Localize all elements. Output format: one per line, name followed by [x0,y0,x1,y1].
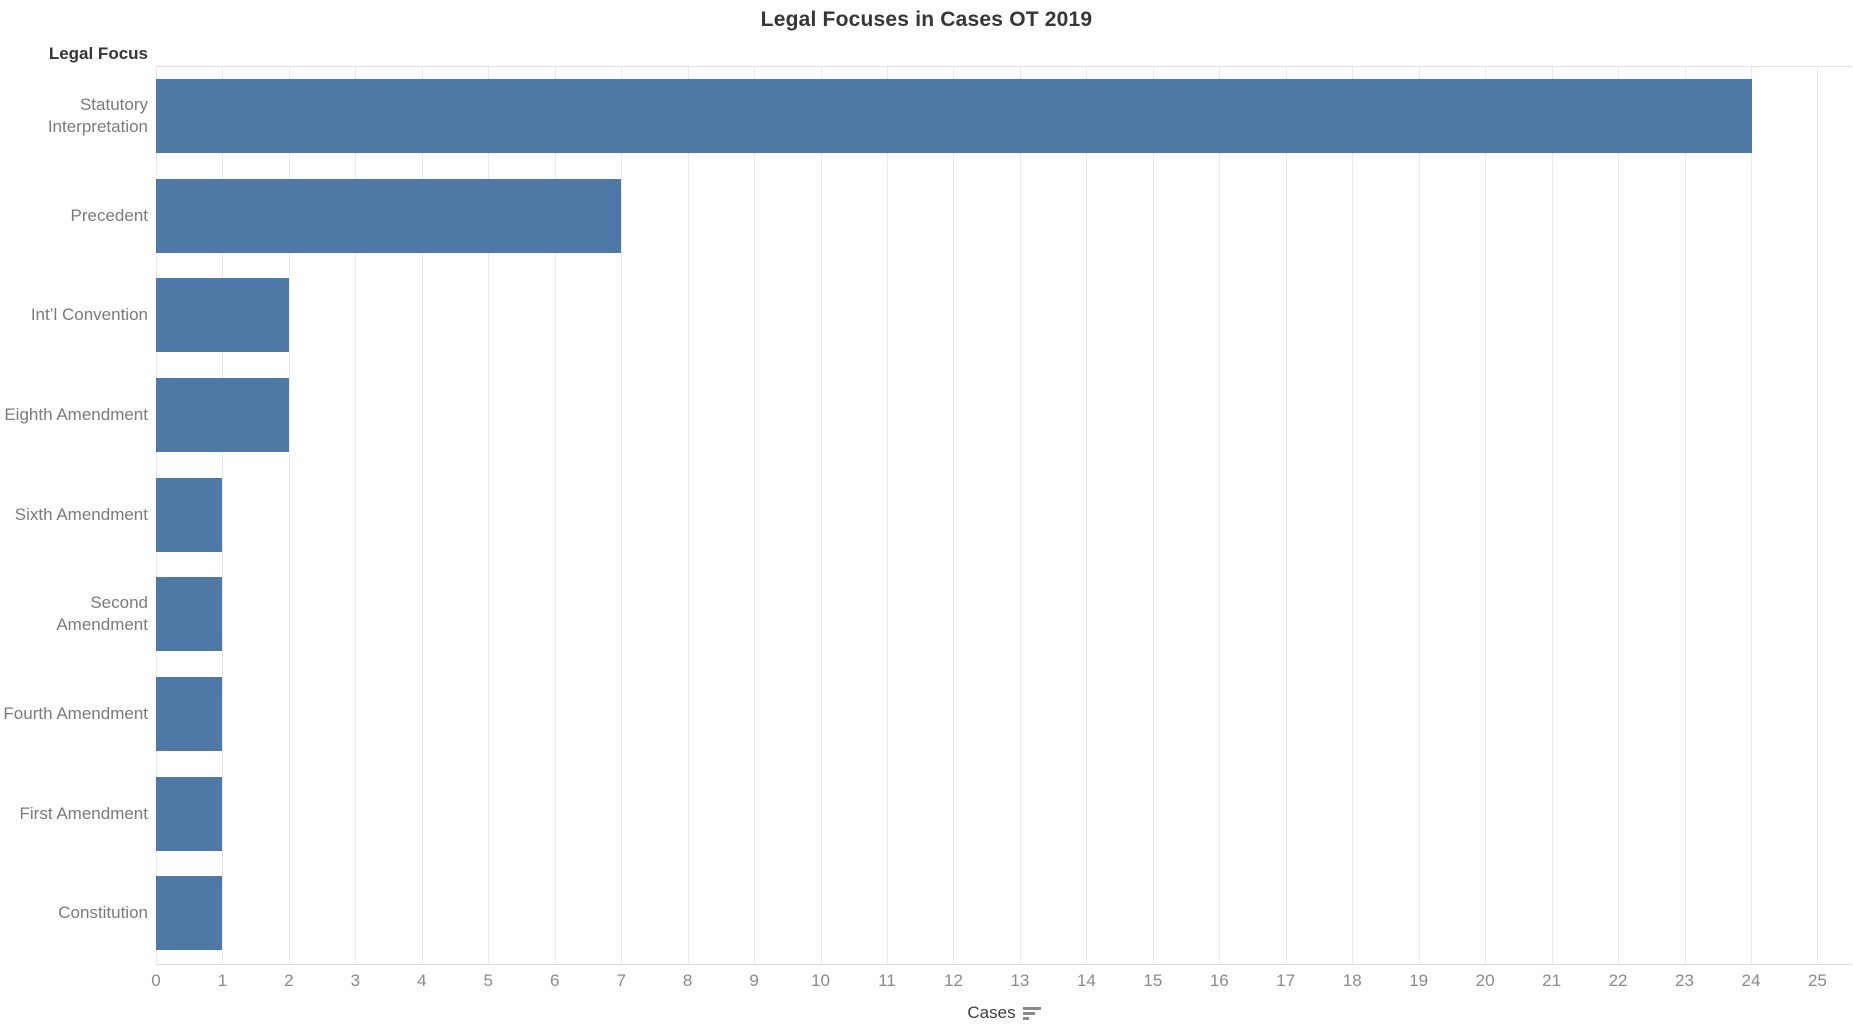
bar[interactable] [156,377,289,452]
x-tick-label: 7 [616,971,626,990]
x-tick-label: 15 [1143,971,1163,990]
x-tick-label: 19 [1409,971,1429,990]
x-tick-label: 21 [1542,971,1562,990]
category-label[interactable]: Constitution [58,903,148,923]
bar-row: Constitution [0,863,1853,963]
gridline [1618,67,1620,964]
gridline [554,67,556,964]
bar-row: Precedent [0,166,1853,266]
x-tick-label: 12 [944,971,963,990]
bar-track [156,66,1853,166]
x-tick-label: 9 [749,971,759,990]
bar[interactable] [156,676,223,751]
bar-row: Statutory Interpretation [0,66,1853,166]
bar-row: Eighth Amendment [0,365,1853,465]
bar-track [156,365,1853,465]
sort-descending-icon[interactable] [1022,1006,1041,1022]
bar-track [156,764,1853,864]
gridline [488,67,490,964]
gridline [288,67,290,964]
bar[interactable] [156,876,223,951]
category-label[interactable]: First Amendment [19,803,149,823]
gridline [1750,67,1752,964]
chart-pane [156,66,1852,965]
gridline [1152,67,1154,964]
gridline [1485,67,1487,964]
bar-rows: Statutory Interpretation Precedent Int’l C… [0,66,1853,963]
bar-track [156,265,1853,365]
x-tick-label: 24 [1741,971,1761,990]
x-tick-label: 6 [550,971,560,990]
category-label[interactable]: Fourth Amendment [3,703,148,723]
bar[interactable] [156,776,223,851]
gridline [1019,67,1021,964]
gridline [1219,67,1221,964]
bar[interactable] [156,477,223,552]
category-label[interactable]: Int’l Convention [30,305,148,325]
gridline [754,67,756,964]
gridline [1086,67,1088,964]
category-label[interactable]: Second Amendment [56,593,148,635]
bar-row: First Amendment [0,764,1853,864]
bar[interactable] [156,278,289,353]
row-axis-header: Legal Focus [48,44,148,63]
x-tick-label: 4 [417,971,427,990]
bar[interactable] [156,178,622,253]
x-tick-label: 0 [151,971,161,990]
x-tick-label: 2 [284,971,294,990]
x-axis-label[interactable]: Cases [967,1003,1016,1022]
bar[interactable] [156,78,1752,153]
bar-row: Int’l Convention [0,265,1853,365]
gridline [1352,67,1354,964]
bar-track [156,863,1853,963]
gridline [1551,67,1553,964]
gridline [421,67,423,964]
bar-track [156,664,1853,764]
gridline [222,67,224,964]
x-tick-label: 5 [483,971,494,990]
bar-row: Second Amendment [0,564,1853,664]
category-label[interactable]: Precedent [70,205,149,225]
x-tick-label: 23 [1675,971,1694,990]
x-tick-label: 17 [1276,971,1296,990]
x-tick-label: 1 [217,971,228,990]
x-tick-label: 3 [350,971,361,990]
category-label[interactable]: Statutory Interpretation [47,94,148,136]
x-tick-label: 14 [1076,971,1096,990]
gridline [1285,67,1287,964]
gridline [687,67,689,964]
bar[interactable] [156,577,223,652]
gridline [355,67,357,964]
gridline [820,67,822,964]
bar-track [156,564,1853,664]
bar-row: Fourth Amendment [0,664,1853,764]
x-tick-label: 13 [1010,971,1030,990]
x-axis-ticks: 0 1 2 3 4 5 6 7 8 9 10 11 12 13 14 15 16 17 18 19 20 21 22 23 24… [151,971,1852,993]
gridline [887,67,889,964]
x-tick-label: 22 [1608,971,1628,990]
x-tick-label: 11 [878,971,896,990]
category-label[interactable]: Sixth Amendment [14,504,148,524]
gridline [621,67,623,964]
x-tick-label: 16 [1209,971,1229,990]
gridline [1817,67,1819,964]
chart-title: Legal Focuses in Cases OT 2019 [760,8,1093,31]
x-tick-label: 20 [1475,971,1495,990]
x-tick-label: 18 [1342,971,1362,990]
bar-row: Sixth Amendment [0,465,1853,565]
x-axis-title[interactable]: Cases [156,1001,1852,1025]
category-label[interactable]: Eighth Amendment [4,404,148,424]
x-tick-label: 25 [1807,971,1827,990]
gridline [1684,67,1686,964]
bar-track [156,465,1853,565]
x-tick-label: 8 [682,971,693,990]
gridline [1418,67,1420,964]
gridline [953,67,955,964]
bar-track [156,166,1853,266]
x-tick-label: 10 [811,971,831,990]
